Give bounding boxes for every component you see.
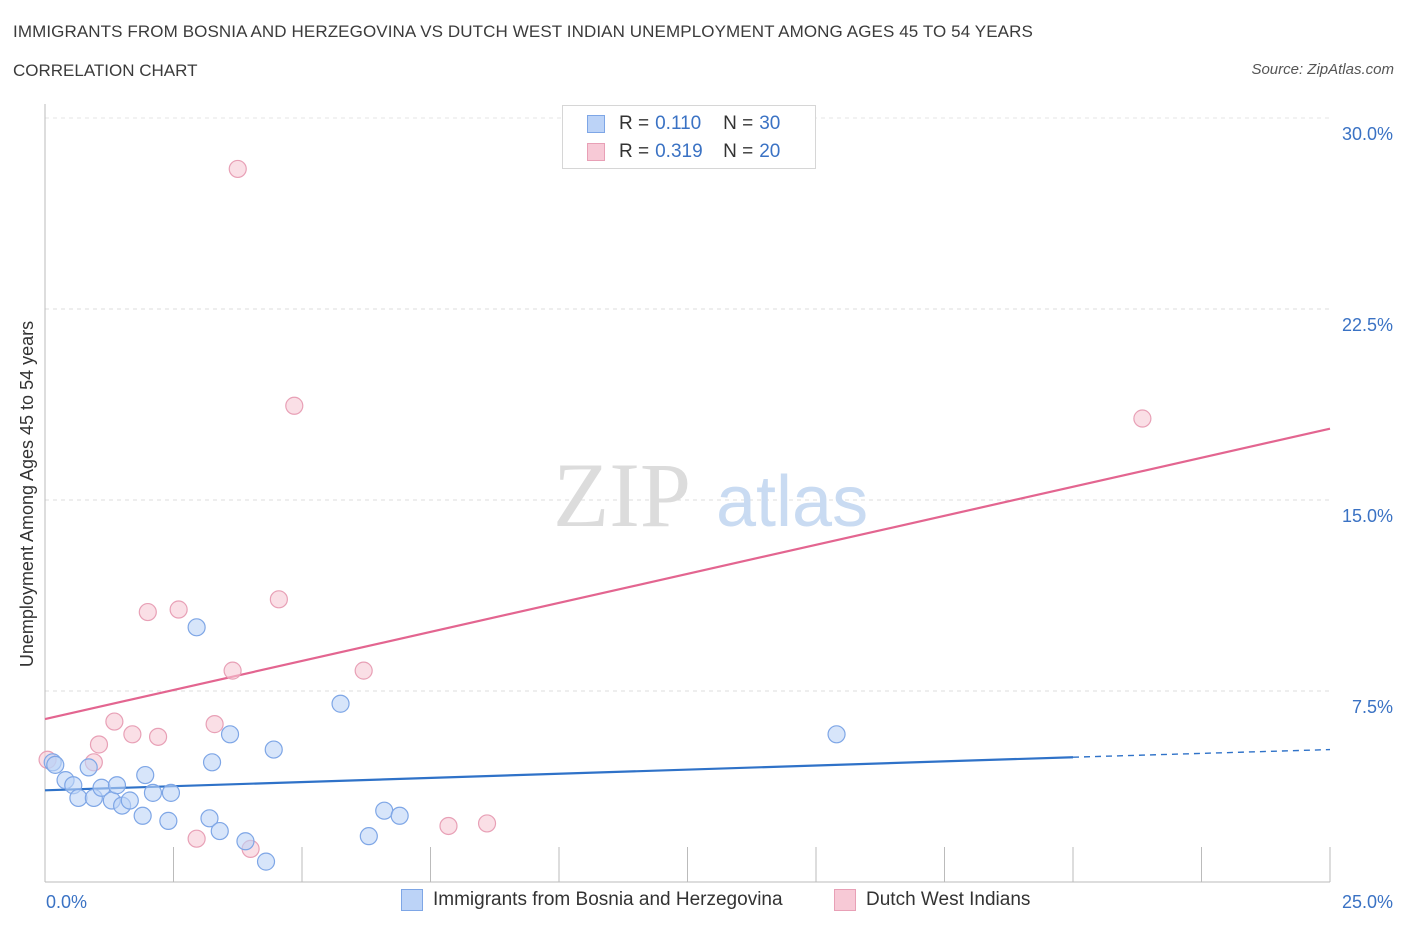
- series-swatch-pink: [834, 889, 856, 911]
- legend-n-value: 30: [759, 113, 781, 134]
- point-dutch-west-indian: [205, 715, 224, 734]
- x-tick-label: 25.0%: [1342, 892, 1393, 912]
- point-dutch-west-indian: [269, 590, 288, 609]
- legend-n-label: N =: [723, 113, 754, 134]
- legend-n-label: N =: [723, 141, 754, 162]
- y-axis-label: Unemployment Among Ages 45 to 54 years: [17, 321, 37, 667]
- point-bosnia: [827, 725, 846, 744]
- y-tick-label: 22.5%: [1342, 315, 1393, 335]
- point-dutch-west-indian: [138, 602, 157, 622]
- stats-legend: R = 0.110 N = 30 R = 0.319 N = 20: [562, 105, 816, 169]
- legend-r-value: 0.319: [655, 141, 703, 162]
- point-bosnia: [359, 827, 378, 846]
- x-tick-label: 0.0%: [46, 892, 87, 912]
- series-swatch-blue: [401, 889, 423, 911]
- point-dutch-west-indian: [148, 727, 168, 746]
- point-bosnia: [161, 783, 181, 802]
- trend-line-dutch: [44, 427, 1331, 721]
- legend-n-value: 20: [759, 141, 781, 162]
- grid-lines: [45, 117, 1330, 692]
- point-dutch-west-indian: [1133, 409, 1152, 428]
- point-dutch-west-indian: [187, 829, 206, 848]
- y-tick-label: 15.0%: [1342, 506, 1393, 526]
- legend-r-label: R =: [619, 141, 650, 162]
- point-bosnia: [375, 801, 394, 820]
- legend-row-dutch: R = 0.319 N = 20: [587, 139, 780, 165]
- point-bosnia: [256, 852, 276, 871]
- point-bosnia: [159, 811, 178, 830]
- data-points: [38, 159, 1152, 871]
- point-bosnia: [331, 694, 350, 713]
- point-bosnia: [236, 832, 255, 851]
- point-dutch-west-indian: [123, 725, 142, 744]
- point-bosnia: [107, 776, 127, 795]
- point-dutch-west-indian: [285, 396, 304, 415]
- point-bosnia: [220, 725, 240, 744]
- trend-line-bosnia: [44, 756, 1074, 792]
- trend-line-bosnia-extension: [1072, 748, 1331, 758]
- legend-swatch-pink: [587, 143, 605, 161]
- axes: [44, 104, 1331, 883]
- point-bosnia: [187, 618, 206, 637]
- point-dutch-west-indian: [89, 735, 109, 754]
- watermark: ZIP atlas: [553, 444, 868, 546]
- point-bosnia: [210, 821, 229, 841]
- chart-title: IMMIGRANTS FROM BOSNIA AND HERZEGOVINA V…: [13, 22, 1033, 41]
- point-dutch-west-indian: [439, 816, 458, 836]
- y-tick-label: 30.0%: [1342, 124, 1393, 144]
- point-bosnia: [136, 765, 155, 785]
- series-legend: Immigrants from Bosnia and Herzegovina D…: [0, 889, 1406, 915]
- series-legend-label: Immigrants from Bosnia and Herzegovina: [433, 889, 783, 910]
- point-bosnia: [264, 740, 283, 759]
- chart-subtitle: CORRELATION CHART: [13, 61, 198, 80]
- point-dutch-west-indian: [477, 814, 497, 833]
- point-dutch-west-indian: [169, 600, 188, 619]
- legend-r-value: 0.110: [655, 113, 702, 134]
- point-dutch-west-indian: [354, 661, 373, 680]
- point-dutch-west-indian: [105, 712, 124, 731]
- y-tick-label: 7.5%: [1352, 697, 1393, 717]
- point-bosnia: [69, 788, 88, 808]
- point-bosnia: [120, 791, 139, 810]
- source-credit: Source: ZipAtlas.com: [1251, 61, 1394, 78]
- point-dutch-west-indian: [223, 661, 242, 680]
- legend-row-bosnia: R = 0.110 N = 30: [587, 111, 780, 137]
- series-legend-label: Dutch West Indians: [866, 889, 1031, 910]
- point-bosnia: [79, 758, 98, 777]
- point-bosnia: [200, 809, 219, 828]
- watermark-atlas: atlas: [716, 462, 868, 542]
- point-bosnia: [202, 753, 222, 772]
- tick-labels: 7.5% 15.0% 22.5% 30.0% 0.0% 25.0%: [46, 124, 1393, 912]
- legend-r-label: R =: [619, 113, 650, 134]
- trend-lines: [44, 427, 1331, 792]
- point-bosnia: [143, 783, 163, 802]
- watermark-zip: ZIP: [553, 444, 691, 546]
- legend-swatch-blue: [587, 115, 605, 133]
- series-legend-bosnia[interactable]: Immigrants from Bosnia and Herzegovina: [401, 889, 783, 911]
- series-legend-dutch[interactable]: Dutch West Indians: [834, 889, 1030, 911]
- point-dutch-west-indian: [228, 159, 247, 179]
- point-bosnia: [46, 755, 65, 774]
- point-bosnia: [133, 806, 152, 825]
- point-bosnia: [390, 806, 409, 825]
